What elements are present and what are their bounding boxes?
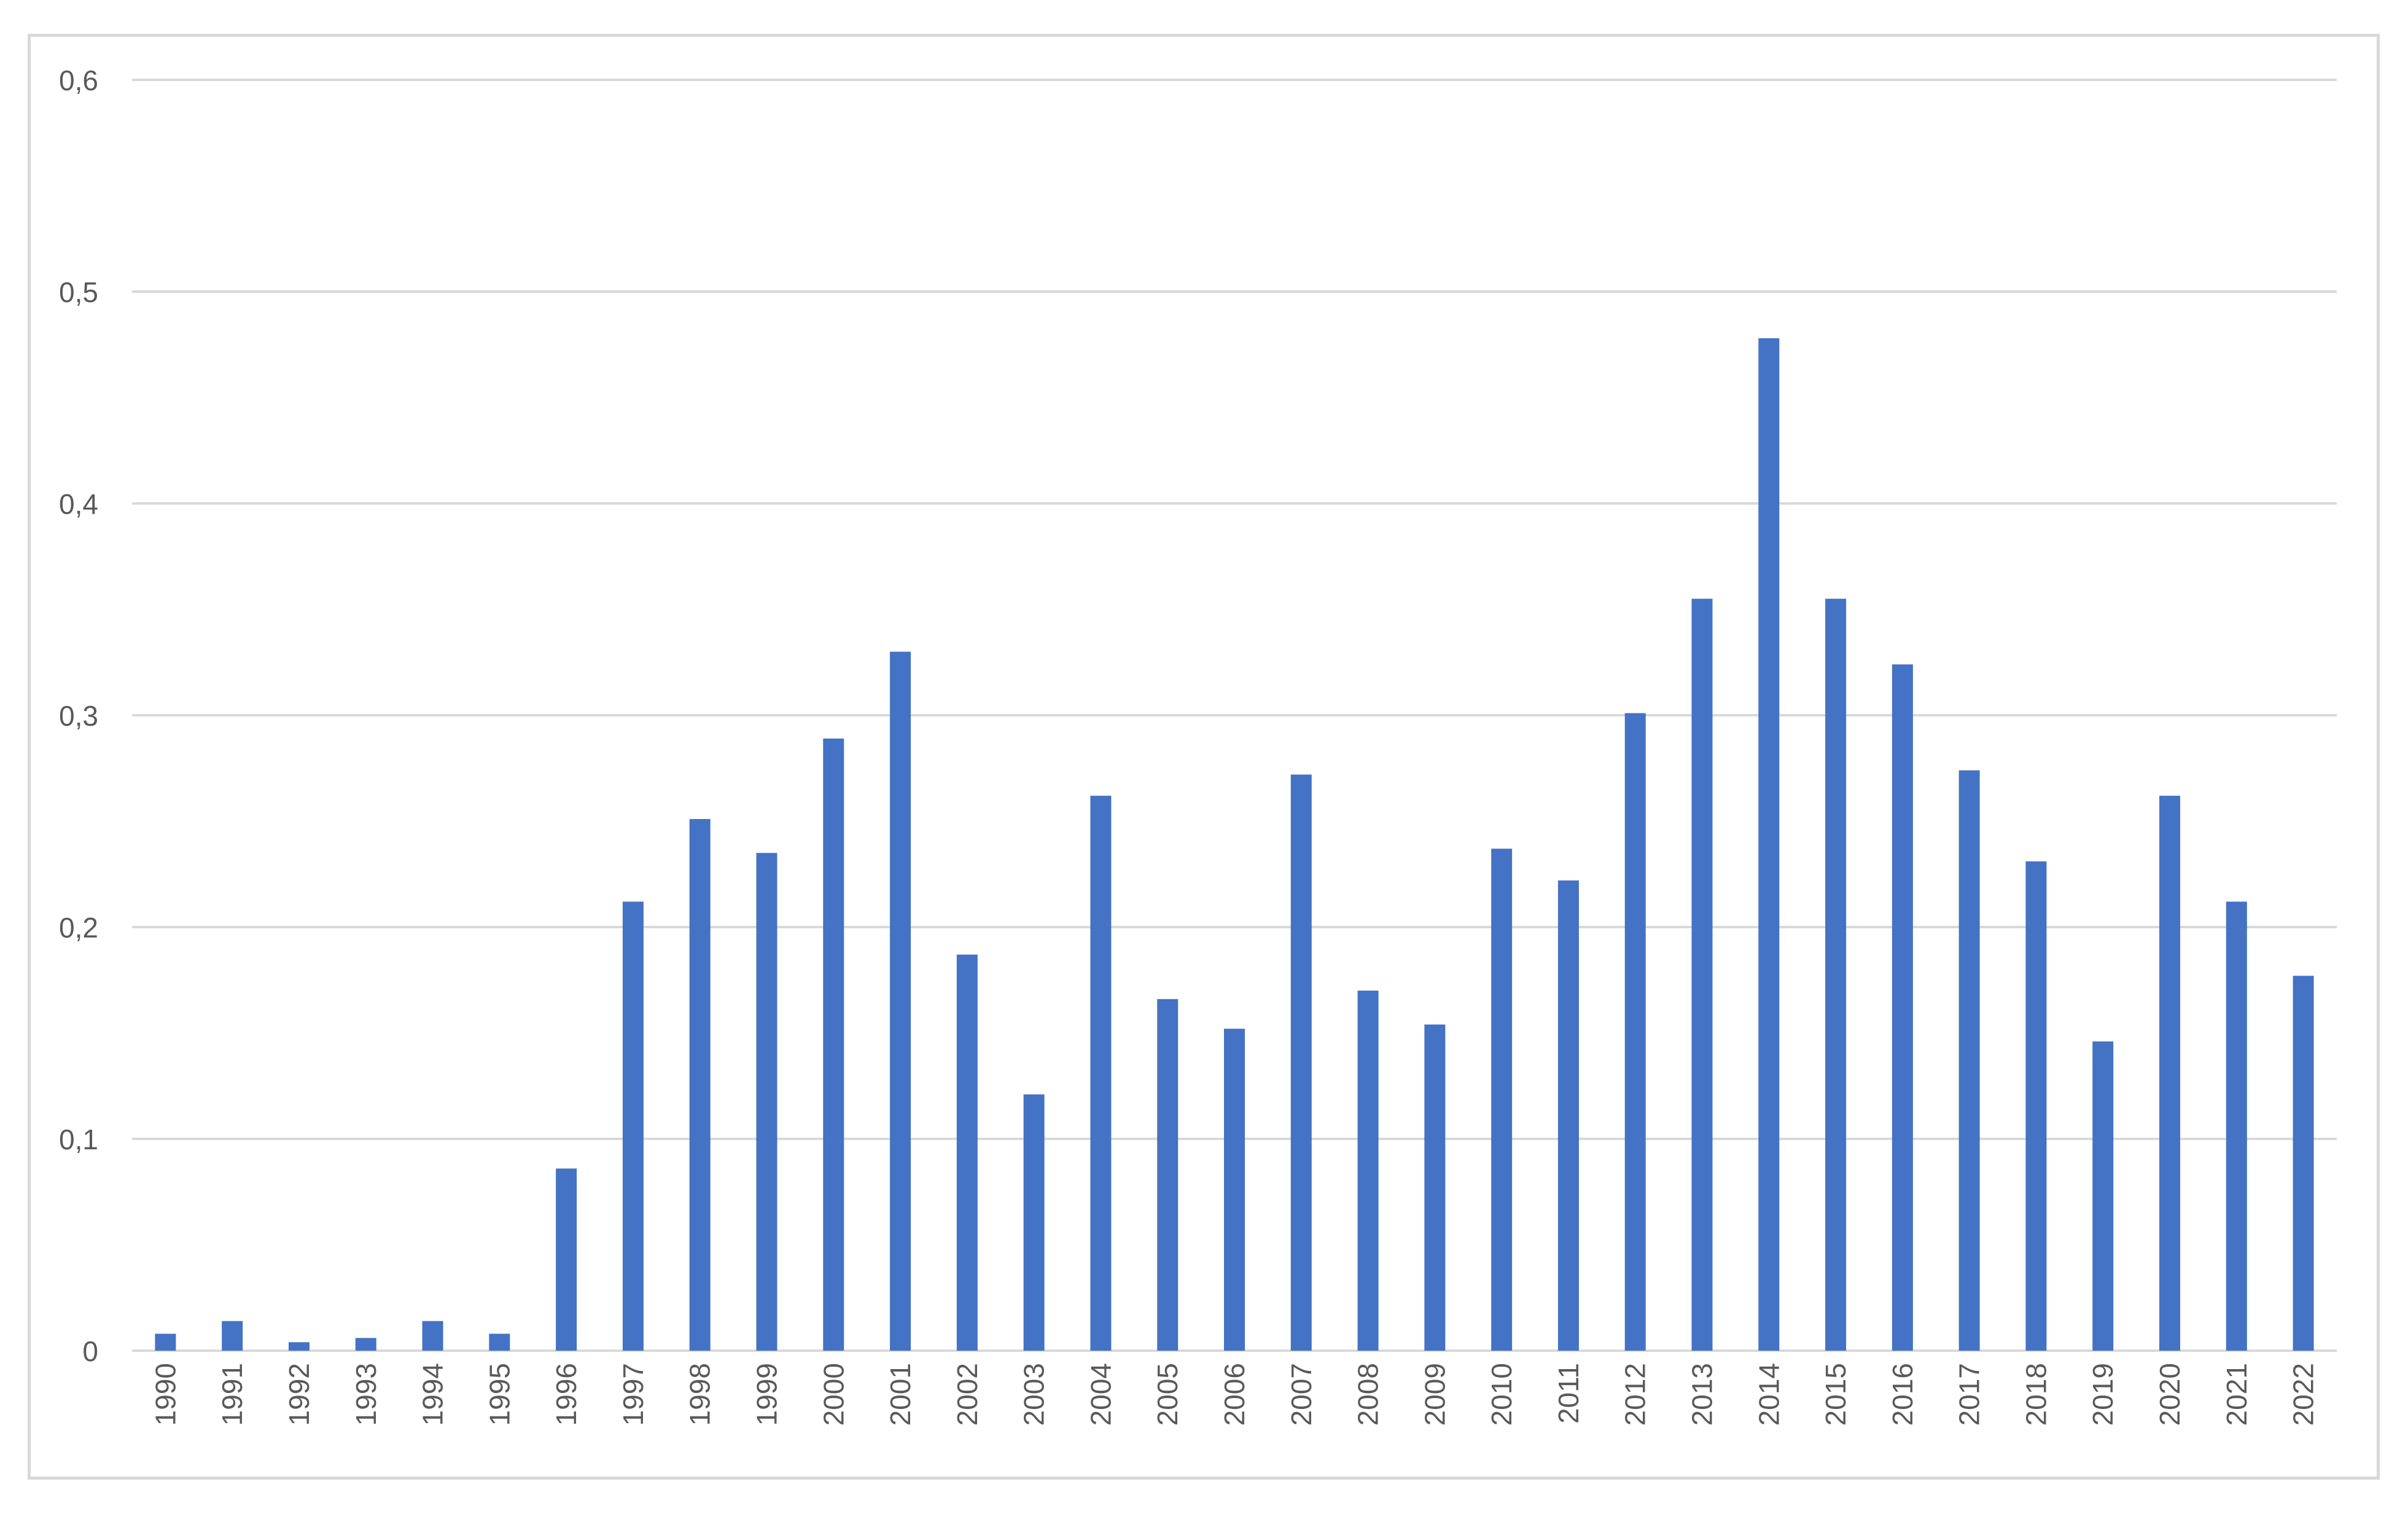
- bar-2019: [2092, 1041, 2114, 1351]
- x-tick-label: 1995: [483, 1363, 515, 1426]
- x-tick-label: 2022: [2288, 1363, 2320, 1426]
- x-tick-label: 2005: [1151, 1363, 1183, 1426]
- x-tick-label: 1994: [417, 1363, 449, 1426]
- x-tick-label: 2014: [1753, 1363, 1785, 1426]
- bar-2005: [1157, 999, 1179, 1351]
- x-tick-label: 2002: [951, 1363, 983, 1426]
- x-tick-label: 2017: [1954, 1363, 1985, 1426]
- y-tick-label: 0: [82, 1335, 98, 1367]
- bar-2011: [1557, 880, 1579, 1351]
- x-tick-label: 2019: [2087, 1363, 2119, 1426]
- bar-2015: [1825, 599, 1847, 1351]
- bar-1997: [622, 901, 644, 1351]
- gridlines: [132, 79, 2337, 1140]
- bars: [155, 338, 2314, 1351]
- bar-2021: [2226, 901, 2247, 1351]
- bar-2016: [1892, 664, 1913, 1351]
- bar-1999: [756, 853, 777, 1351]
- x-tick-label: 2013: [1686, 1363, 1718, 1426]
- x-tick-label: 2004: [1085, 1363, 1116, 1426]
- x-tick-label: 1997: [617, 1363, 649, 1426]
- bar-2006: [1224, 1028, 1245, 1351]
- y-tick-label: 0,3: [59, 700, 98, 732]
- x-tick-label: 2015: [1820, 1363, 1852, 1426]
- bar-1990: [155, 1333, 176, 1351]
- bar-2014: [1758, 338, 1780, 1351]
- x-tick-label: 2020: [2154, 1363, 2186, 1426]
- x-tick-label: 2000: [817, 1363, 849, 1426]
- bar-2012: [1624, 713, 1646, 1351]
- x-tick-label: 2010: [1486, 1363, 1518, 1426]
- y-tick-label: 0,2: [59, 912, 98, 944]
- x-tick-label: 1993: [350, 1363, 382, 1426]
- bar-1995: [489, 1333, 510, 1351]
- y-tick-label: 0,4: [59, 488, 98, 520]
- x-tick-label: 2012: [1619, 1363, 1651, 1426]
- x-tick-label: 2021: [2221, 1363, 2253, 1426]
- bar-2010: [1491, 848, 1513, 1351]
- bar-1994: [422, 1321, 443, 1351]
- y-tick-label: 0,6: [59, 64, 98, 96]
- x-tick-label: 1991: [216, 1363, 248, 1426]
- x-tick-label: 2008: [1352, 1363, 1384, 1426]
- chart-frame: [28, 34, 2380, 1480]
- bar-2007: [1290, 774, 1312, 1351]
- x-tick-label: 2016: [1887, 1363, 1919, 1426]
- y-tick-label: 0,1: [59, 1124, 98, 1155]
- x-tick-label: 2018: [2020, 1363, 2052, 1426]
- bar-1998: [689, 819, 711, 1351]
- bar-2013: [1691, 599, 1713, 1351]
- x-tick-label: 2009: [1419, 1363, 1451, 1426]
- x-tick-label: 1999: [750, 1363, 782, 1426]
- x-tick-label: 2003: [1018, 1363, 1050, 1426]
- bar-1991: [222, 1321, 243, 1351]
- bar-2001: [890, 651, 911, 1351]
- x-tick-label: 1992: [283, 1363, 315, 1426]
- y-tick-label: 0,5: [59, 276, 98, 308]
- bar-2018: [2025, 861, 2047, 1351]
- bar-2000: [823, 738, 844, 1351]
- x-tick-label: 2006: [1218, 1363, 1250, 1426]
- bar-1993: [355, 1338, 376, 1351]
- bar-2022: [2293, 976, 2314, 1351]
- x-tick-label: 2001: [884, 1363, 916, 1426]
- bar-1992: [288, 1342, 310, 1351]
- x-tick-label: 1990: [149, 1363, 181, 1426]
- bar-1996: [556, 1168, 577, 1351]
- bar-2009: [1424, 1024, 1446, 1351]
- x-tick-label: 2007: [1285, 1363, 1317, 1426]
- bar-2002: [956, 954, 978, 1351]
- x-tick-label: 1998: [684, 1363, 716, 1426]
- x-tick-label: 2011: [1553, 1363, 1584, 1424]
- bar-2008: [1357, 990, 1379, 1351]
- bar-2004: [1090, 796, 1112, 1351]
- bar-2020: [2159, 796, 2181, 1351]
- bar-2003: [1023, 1094, 1045, 1351]
- y-tick-labels: 0 0,1 0,2 0,3 0,4 0,5 0,6: [59, 64, 98, 1367]
- bar-2017: [1958, 770, 1980, 1351]
- x-tick-labels: 1990 1991 1992 1993 1994 1995 1996 1997 1998 1999…: [149, 1363, 2319, 1426]
- x-tick-label: 1996: [550, 1363, 582, 1426]
